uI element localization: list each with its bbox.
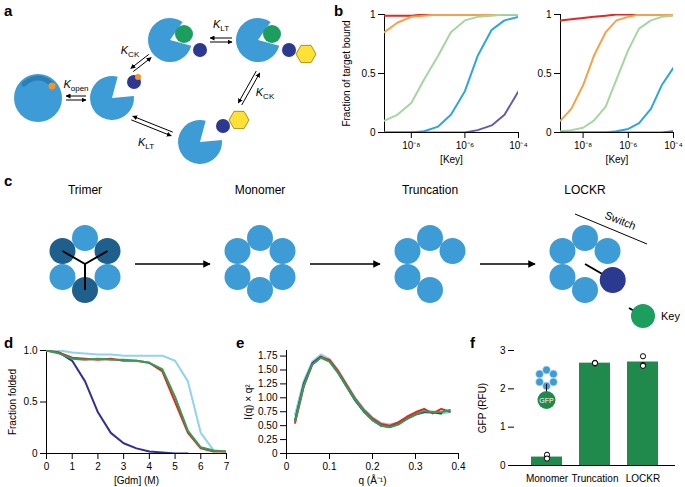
- svg-text:3: 3: [121, 461, 127, 472]
- svg-text:0: 0: [546, 127, 552, 138]
- svg-text:0.25: 0.25: [258, 434, 278, 445]
- svg-text:10⁻⁸: 10⁻⁸: [402, 140, 420, 151]
- svg-text:KCK: KCK: [121, 44, 140, 59]
- svg-text:0: 0: [500, 460, 506, 471]
- svg-text:0: 0: [44, 461, 50, 472]
- svg-text:GFP: GFP: [539, 397, 554, 404]
- svg-text:10⁻⁶: 10⁻⁶: [456, 140, 474, 151]
- svg-text:1: 1: [69, 461, 75, 472]
- svg-text:2: 2: [95, 461, 101, 472]
- svg-text:1: 1: [500, 421, 506, 432]
- svg-text:10⁻⁴: 10⁻⁴: [664, 140, 682, 151]
- svg-text:LOCKR: LOCKR: [564, 183, 606, 197]
- svg-text:3: 3: [500, 345, 506, 356]
- svg-text:Monomer: Monomer: [235, 183, 286, 197]
- svg-text:0: 0: [32, 448, 38, 459]
- svg-text:Switch: Switch: [603, 209, 638, 232]
- svg-text:Fraction of target bound: Fraction of target bound: [341, 20, 352, 126]
- svg-text:Key: Key: [661, 310, 680, 322]
- svg-text:LOCKR: LOCKR: [626, 473, 660, 484]
- svg-text:6: 6: [198, 461, 204, 472]
- svg-text:0.2: 0.2: [366, 461, 380, 472]
- svg-text:[Key]: [Key]: [606, 154, 629, 165]
- html-text:b: b: [334, 2, 344, 19]
- svg-text:1.75: 1.75: [258, 350, 278, 361]
- svg-text:0: 0: [284, 461, 290, 472]
- svg-text:1.00: 1.00: [258, 392, 278, 403]
- svg-text:7: 7: [224, 461, 230, 472]
- svg-text:KLT: KLT: [138, 136, 154, 151]
- svg-text:Monomer: Monomer: [526, 473, 569, 484]
- html-text:c: c: [4, 172, 13, 189]
- svg-text:0: 0: [272, 448, 278, 459]
- svg-text:4: 4: [147, 461, 153, 472]
- svg-text:0.3: 0.3: [409, 461, 423, 472]
- svg-text:1.25: 1.25: [258, 378, 278, 389]
- svg-text:KLT: KLT: [213, 18, 229, 33]
- svg-text:10⁻⁴: 10⁻⁴: [509, 140, 527, 151]
- svg-text:0.50: 0.50: [258, 420, 278, 431]
- svg-text:2: 2: [500, 383, 506, 394]
- svg-text:0.5: 0.5: [24, 396, 38, 407]
- svg-text:1.0: 1.0: [24, 345, 38, 356]
- svg-text:1: 1: [370, 9, 376, 20]
- svg-text:[Key]: [Key]: [440, 154, 463, 165]
- svg-text:0.75: 0.75: [258, 406, 278, 417]
- svg-text:Truncation: Truncation: [402, 183, 458, 197]
- svg-text:1: 1: [546, 9, 552, 20]
- svg-text:Truncation: Truncation: [572, 473, 619, 484]
- html-text:e: e: [236, 334, 245, 351]
- svg-text:Fraction folded: Fraction folded: [7, 369, 18, 435]
- html-text:a: a: [4, 2, 13, 19]
- svg-text:0.1: 0.1: [323, 461, 337, 472]
- svg-text:10⁻⁸: 10⁻⁸: [574, 140, 592, 151]
- svg-text:GFP (RFU): GFP (RFU): [477, 383, 488, 433]
- svg-text:q (Å⁻¹): q (Å⁻¹): [359, 474, 387, 486]
- svg-text:0: 0: [370, 127, 376, 138]
- svg-text:0.5: 0.5: [362, 68, 376, 79]
- svg-text:1.50: 1.50: [258, 364, 278, 375]
- svg-text:KCK: KCK: [256, 86, 275, 101]
- svg-text:Kopen: Kopen: [63, 78, 88, 93]
- svg-text:I(q) × q²: I(q) × q²: [243, 384, 254, 420]
- svg-text:[Gdm] (M): [Gdm] (M): [114, 475, 159, 486]
- svg-text:5: 5: [172, 461, 178, 472]
- svg-text:Trimer: Trimer: [68, 183, 102, 197]
- html-text:d: d: [4, 334, 14, 351]
- svg-text:0.5: 0.5: [538, 68, 552, 79]
- svg-text:10⁻⁶: 10⁻⁶: [619, 140, 637, 151]
- html-text:f: f: [470, 334, 475, 351]
- svg-text:0.4: 0.4: [452, 461, 466, 472]
